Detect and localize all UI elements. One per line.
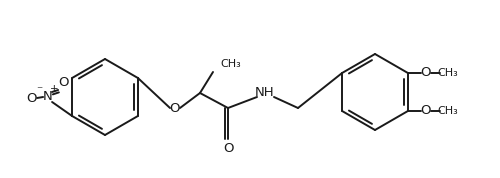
Text: N: N xyxy=(43,90,53,103)
Text: O: O xyxy=(223,142,233,155)
Text: O: O xyxy=(420,67,431,80)
Text: O: O xyxy=(58,75,68,88)
Text: O: O xyxy=(420,104,431,117)
Text: CH₃: CH₃ xyxy=(220,59,241,69)
Text: NH: NH xyxy=(255,87,275,100)
Text: O: O xyxy=(26,91,36,104)
Text: +: + xyxy=(50,84,58,94)
Text: ⁻: ⁻ xyxy=(36,85,42,98)
Text: CH₃: CH₃ xyxy=(438,106,458,116)
Text: CH₃: CH₃ xyxy=(438,68,458,78)
Text: O: O xyxy=(170,101,180,114)
